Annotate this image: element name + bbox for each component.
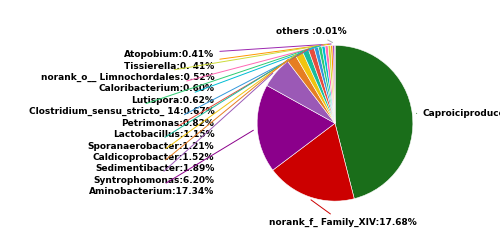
Wedge shape (273, 123, 354, 201)
Wedge shape (288, 56, 335, 123)
Text: Atopobium:0.41%: Atopobium:0.41% (124, 44, 331, 59)
Text: Aminobacterium:17.34%: Aminobacterium:17.34% (89, 130, 254, 196)
Wedge shape (296, 52, 335, 123)
Wedge shape (267, 61, 335, 123)
Wedge shape (335, 45, 413, 199)
Wedge shape (322, 46, 335, 123)
Text: Caproiciproducens:43.53%: Caproiciproducens:43.53% (416, 109, 500, 118)
Text: Caloribacterium:0.60%: Caloribacterium:0.60% (98, 45, 324, 93)
Wedge shape (318, 46, 335, 123)
Text: Lutispora:0.62%: Lutispora:0.62% (132, 46, 320, 105)
Wedge shape (330, 46, 335, 123)
Text: Lactobacillus:1.15%: Lactobacillus:1.15% (112, 49, 308, 139)
Text: Caldicoprobacter:1.52%: Caldicoprobacter:1.52% (93, 54, 296, 162)
Text: Petrimonas:0.82%: Petrimonas:0.82% (122, 47, 314, 128)
Wedge shape (325, 46, 335, 123)
Wedge shape (308, 48, 335, 123)
Wedge shape (314, 47, 335, 123)
Wedge shape (257, 86, 335, 170)
Text: Sporanaerobacter:1.21%: Sporanaerobacter:1.21% (88, 51, 302, 150)
Text: Syntrophomonas:6.20%: Syntrophomonas:6.20% (94, 73, 273, 185)
Text: norank_f_ Family_XIV:17.68%: norank_f_ Family_XIV:17.68% (269, 200, 416, 228)
Text: others :0.01%: others :0.01% (276, 27, 347, 42)
Text: Sedimentibacter:1.89%: Sedimentibacter:1.89% (95, 59, 288, 173)
Text: norank_o__ Limnochordales:0.52%: norank_o__ Limnochordales:0.52% (40, 45, 327, 82)
Wedge shape (328, 46, 335, 123)
Wedge shape (333, 45, 335, 123)
Text: Tissierella:0. 41%: Tissierella:0. 41% (124, 44, 329, 71)
Wedge shape (303, 50, 335, 123)
Text: Clostridium_sensu_stricto_ 14:0.67%: Clostridium_sensu_stricto_ 14:0.67% (28, 46, 317, 116)
